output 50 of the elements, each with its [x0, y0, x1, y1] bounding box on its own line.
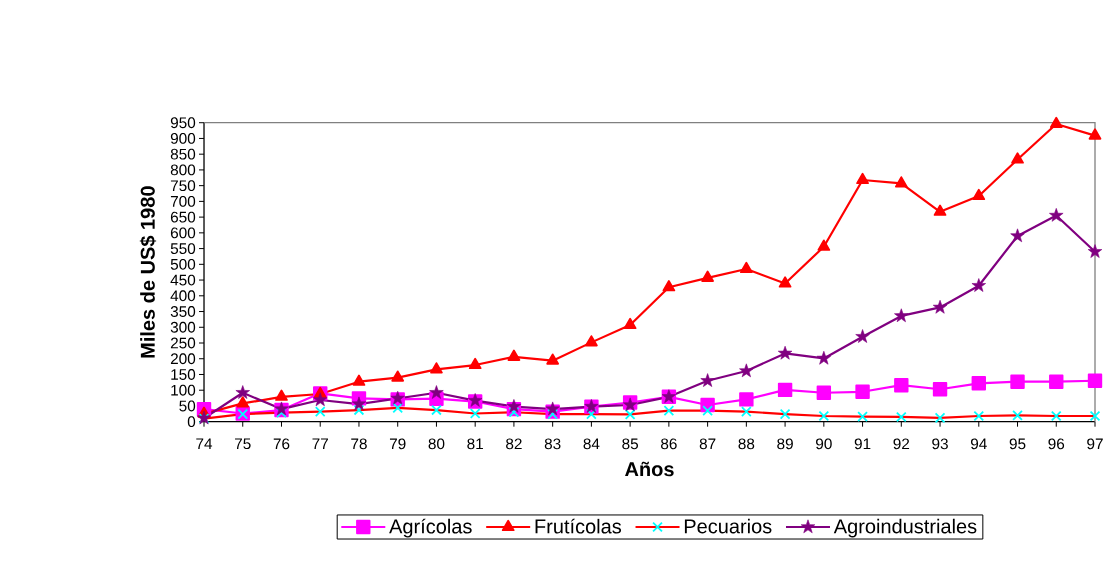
x-tick-label: 81 [467, 438, 483, 450]
x-axis-title: Años [625, 461, 674, 477]
y-tick-label: 950 [170, 117, 196, 129]
y-tick-label: 600 [170, 227, 196, 239]
y-tick-label: 250 [170, 337, 196, 349]
y-tick-label: 300 [170, 321, 196, 333]
y-tick-label: 550 [170, 243, 196, 255]
x-tick-label: 97 [1087, 438, 1103, 450]
legend-label: Agrícolas [389, 518, 472, 538]
x-tick-label: 80 [428, 438, 445, 450]
y-tick-label: 900 [170, 133, 196, 144]
x-tick-label: 85 [622, 438, 639, 450]
x-tick-label: 95 [1009, 438, 1026, 450]
x-tick-label: 77 [312, 438, 328, 449]
x-tick-label: 94 [970, 438, 987, 450]
legend-label: Agroindustriales [833, 518, 977, 538]
x-tick-label: 96 [1048, 438, 1065, 450]
y-tick-label: 50 [179, 400, 196, 412]
legend-label: Pecuarios [684, 518, 772, 534]
x-tick-label: 83 [544, 438, 561, 450]
x-tick-label: 91 [854, 438, 871, 450]
x-tick-label: 79 [389, 438, 406, 450]
x-tick-label: 93 [932, 438, 948, 450]
y-tick-label: 500 [170, 258, 196, 270]
y-tick-label: 850 [170, 148, 196, 160]
y-axis-title: Miles de US$ 1980 [139, 186, 157, 358]
y-tick-label: 700 [170, 195, 196, 207]
x-tick-label: 88 [738, 438, 755, 450]
y-tick-label: 350 [170, 306, 196, 317]
y-tick-label: 650 [170, 211, 196, 223]
legend-label: Frutícolas [535, 518, 622, 534]
x-tick-label: 76 [273, 438, 290, 450]
y-tick-label: 200 [170, 353, 196, 365]
x-tick-label: 90 [816, 438, 832, 450]
y-tick-label: 450 [170, 274, 196, 286]
x-tick-label: 74 [196, 438, 213, 449]
x-tick-label: 92 [893, 438, 910, 450]
x-tick-label: 84 [583, 438, 600, 450]
y-tick-label: 0 [187, 416, 196, 428]
x-tick-label: 75 [235, 438, 251, 450]
x-tick-label: 89 [777, 438, 793, 450]
x-tick-label: 78 [351, 438, 367, 450]
y-tick-label: 400 [170, 290, 196, 302]
y-tick-label: 800 [170, 164, 196, 176]
x-tick-label: 87 [699, 438, 716, 450]
y-tick-label: 150 [171, 369, 196, 380]
y-tick-label: 750 [170, 180, 196, 192]
x-tick-label: 86 [661, 438, 677, 450]
y-tick-label: 100 [171, 384, 196, 396]
x-tick-label: 82 [506, 438, 522, 450]
